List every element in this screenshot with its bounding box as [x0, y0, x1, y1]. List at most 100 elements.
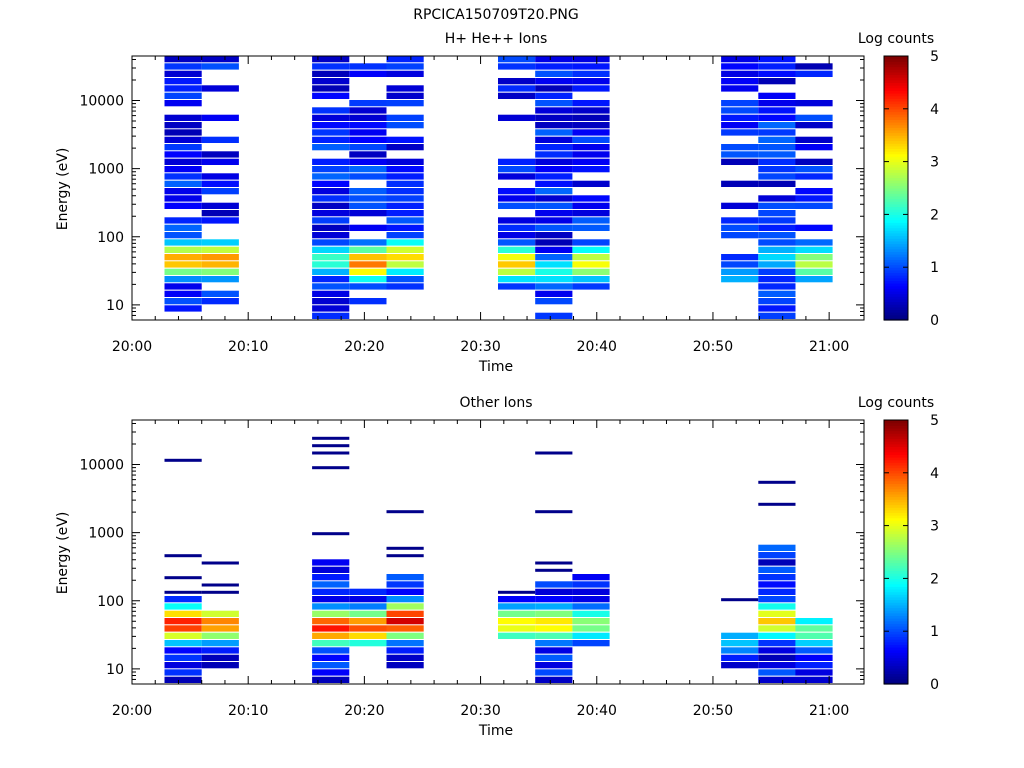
heatmap-cell [535, 107, 573, 114]
colorbar-step [884, 185, 908, 189]
heatmap-cell [572, 603, 610, 610]
heatmap-cell [758, 669, 796, 676]
colorbar-step [884, 261, 908, 266]
heatmap-cell [498, 202, 536, 209]
colorbar-step [884, 528, 908, 532]
heatmap-cell [312, 129, 350, 136]
heatmap-cell [201, 618, 239, 625]
colorbar-step [884, 61, 908, 65]
colorbar-step [884, 79, 908, 83]
heatmap-cell [201, 583, 239, 587]
colorbar-tick-label: 3 [930, 519, 939, 535]
heatmap-cell [535, 85, 573, 92]
heatmap-cell [758, 610, 796, 617]
heatmap-cell [386, 268, 424, 275]
heatmap-cell [386, 654, 424, 661]
colorbar-tick-label: 0 [930, 677, 939, 693]
heatmap-cell [386, 610, 424, 617]
heatmap-cell [795, 669, 833, 676]
heatmap-cell [721, 232, 759, 239]
heatmap-cell [498, 261, 536, 268]
colorbar-step [884, 106, 908, 110]
colorbar-step [884, 657, 908, 661]
colorbar-step [884, 565, 908, 569]
heatmap-cell [312, 144, 350, 151]
heatmap-cell [312, 298, 350, 305]
heatmap-cell [201, 202, 239, 209]
heatmap-cell [386, 581, 424, 588]
colorbar-step [884, 620, 908, 624]
heatmap-cell [758, 480, 796, 484]
heatmap-cell [721, 144, 759, 151]
heatmap-cell [795, 144, 833, 151]
heatmap-cell [386, 122, 424, 129]
heatmap-cell [498, 590, 536, 594]
heatmap-cell [535, 647, 573, 654]
heatmap-cell [312, 276, 350, 283]
heatmap-cell [164, 63, 202, 70]
heatmap-cell [164, 100, 202, 107]
heatmap-cell [349, 610, 387, 617]
colorbar-step [884, 668, 908, 672]
heatmap-cell [386, 246, 424, 253]
colorbar-step [884, 504, 908, 508]
x-tick-label: 20:50 [693, 339, 733, 355]
heatmap-cell [312, 188, 350, 195]
heatmap-cell [164, 56, 202, 63]
colorbar-step [884, 459, 908, 463]
colorbar-step [884, 475, 908, 479]
x-tick-label: 20:00 [112, 703, 152, 719]
heatmap-cell [795, 202, 833, 209]
colorbar-frame [883, 55, 909, 321]
colorbar-step [884, 557, 908, 561]
plot-frame [131, 55, 865, 321]
heatmap-cell [721, 78, 759, 85]
colorbar-step [884, 180, 908, 184]
colorbar-step [884, 108, 908, 113]
heatmap-cell [535, 618, 573, 625]
heatmap-cell [201, 210, 239, 217]
panel-title: Other Ions [459, 395, 532, 411]
heatmap-cell [758, 305, 796, 312]
heatmap-cell [312, 581, 350, 588]
heatmap-cell [164, 70, 202, 77]
x-tick-label: 20:10 [228, 339, 268, 355]
colorbar-step [884, 541, 908, 545]
colorbar-step [884, 66, 908, 70]
colorbar-step [884, 56, 908, 60]
heatmap-cell [498, 158, 536, 165]
heatmap-cell [386, 217, 424, 224]
heatmap-cell [758, 312, 796, 319]
heatmap-cell [386, 144, 424, 151]
colorbar-step [884, 522, 908, 527]
heatmap-cell [349, 298, 387, 305]
heatmap-cell [498, 173, 536, 180]
heatmap-cell [201, 151, 239, 158]
figure-title: RPCICA150709T20.PNG [413, 7, 578, 23]
heatmap-cell [312, 114, 350, 121]
heatmap-cell [572, 166, 610, 173]
heatmap-cell [758, 136, 796, 143]
colorbar-step [884, 480, 908, 484]
heatmap-cell [312, 122, 350, 129]
heatmap-cell [758, 78, 796, 85]
colorbar-step [884, 438, 908, 442]
heatmap-cell [572, 144, 610, 151]
heatmap-cell [758, 552, 796, 559]
heatmap-cell [386, 202, 424, 209]
heatmap-cell [312, 239, 350, 246]
heatmap-cell [535, 676, 573, 683]
y-axis-label: Energy (eV) [55, 512, 71, 595]
heatmap-cell [535, 581, 573, 588]
heatmap-cell [535, 180, 573, 187]
heatmap-cell [572, 610, 610, 617]
colorbar-step [884, 132, 908, 136]
heatmap-cell [164, 647, 202, 654]
colorbar-step [884, 644, 908, 648]
heatmap-cell [349, 632, 387, 639]
colorbar-step [884, 596, 908, 601]
colorbar-step [884, 435, 908, 440]
colorbar-step [884, 98, 908, 102]
heatmap-cell [572, 195, 610, 202]
